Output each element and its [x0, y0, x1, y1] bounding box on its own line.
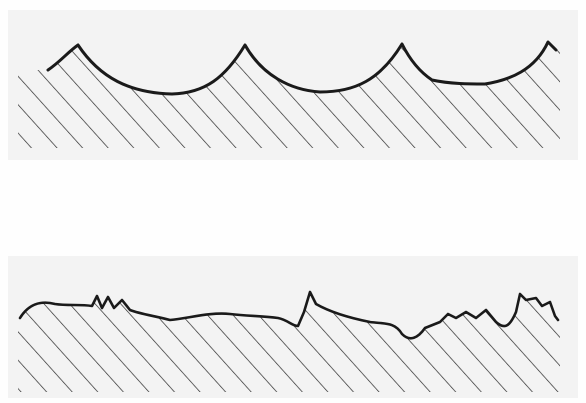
- top-surface-panel: [8, 10, 578, 160]
- bottom-surface-panel: [8, 256, 578, 398]
- irregular-surface-profile-line: [18, 290, 560, 340]
- scalloped-surface-profile-line: [46, 40, 558, 96]
